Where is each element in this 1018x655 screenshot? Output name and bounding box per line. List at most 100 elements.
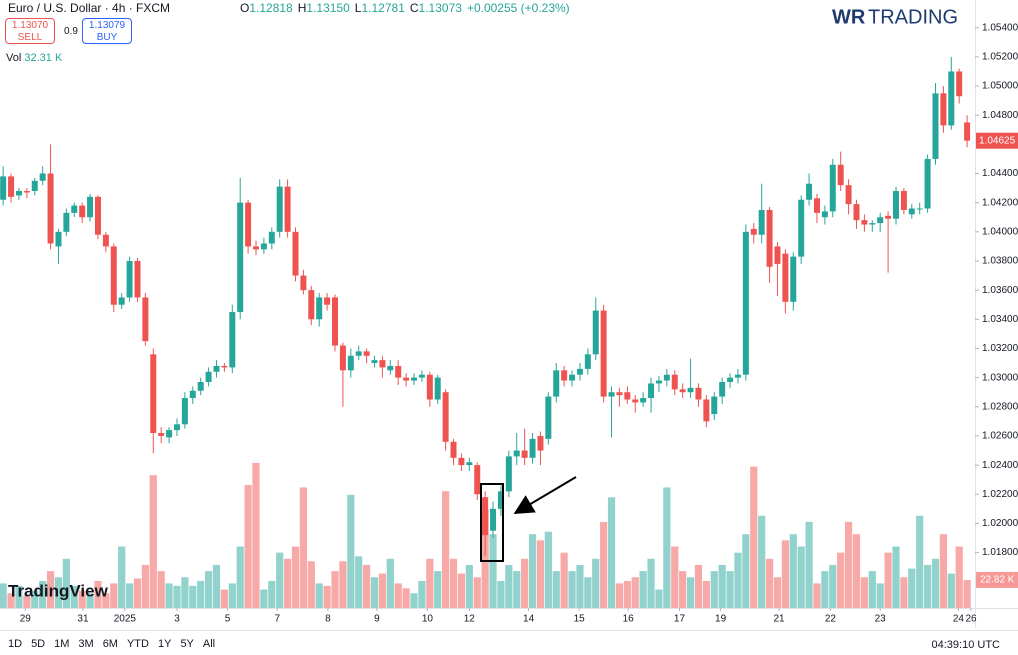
volume-bar (916, 515, 924, 608)
y-tick-label: 1.02000 (982, 518, 1018, 529)
volume-bar (837, 552, 845, 608)
candle-body (885, 215, 892, 219)
candle-body (308, 290, 315, 320)
candle-body (600, 310, 607, 397)
y-tick-label: 1.04000 (982, 226, 1018, 237)
volume-bar (860, 577, 868, 608)
volume-bar (892, 546, 900, 608)
volume-bar (789, 534, 797, 608)
candle-body (339, 345, 346, 371)
volume-bar (600, 521, 608, 608)
range-button[interactable]: All (202, 638, 216, 650)
x-tick-label: 21 (773, 614, 785, 625)
candle-body (411, 377, 418, 381)
volume-bar (212, 564, 221, 608)
volume-bar (844, 521, 853, 608)
volume-bar (426, 558, 434, 608)
x-tick-label: 23 (875, 614, 887, 625)
volume-bar (623, 580, 631, 608)
x-tick-label: 8 (325, 614, 331, 625)
range-button[interactable]: 1Y (157, 638, 172, 650)
volume-bar (418, 580, 426, 608)
last-volume-tag (976, 571, 1018, 588)
x-tick-label: 9 (374, 614, 380, 625)
candle-body (150, 354, 157, 434)
range-button[interactable]: YTD (126, 638, 149, 650)
volume-bar (710, 571, 718, 608)
y-tick-label: 1.02200 (982, 489, 1018, 500)
ohlc: O1.12818 H1.13150 L1.12781 C1.13073 +0.00255… (240, 1, 570, 15)
volume-bar (62, 558, 70, 608)
range-button[interactable]: 1D (8, 638, 23, 650)
candle-body (0, 176, 7, 200)
volume-bar (149, 475, 157, 608)
candle-body (853, 204, 860, 221)
volume-bar (481, 509, 489, 608)
sell-label: SELL (17, 32, 43, 43)
volume-bar (268, 580, 276, 608)
candle-body (766, 209, 773, 267)
candle-body (592, 310, 599, 355)
candle-body (964, 122, 971, 141)
ohlc-value: 1.13150 (306, 1, 350, 15)
volume-bar (331, 571, 339, 608)
volume-bar (157, 571, 165, 608)
candle-body (608, 392, 615, 397)
candle-body (908, 208, 915, 215)
candle-body (379, 360, 386, 368)
volume-bar (884, 552, 892, 608)
volume-legend-value: 32.31 K (24, 52, 63, 64)
range-button[interactable]: 6M (102, 638, 118, 650)
candle-body (869, 223, 876, 225)
volume-bar (615, 583, 624, 608)
candle-body (442, 392, 449, 442)
volume-bar (355, 556, 363, 608)
volume-bar (679, 571, 687, 608)
candle-body (837, 164, 844, 186)
volume-bar (536, 540, 545, 608)
x-tick-label: 29 (20, 614, 32, 625)
range-button[interactable]: 3M (78, 638, 94, 650)
volume-bar (386, 558, 394, 608)
x-tick-label: 7 (275, 614, 281, 625)
candle-body (395, 365, 402, 378)
buy-button[interactable]: 1.13079 BUY (82, 18, 132, 44)
volume-layer (0, 462, 971, 608)
range-button[interactable]: 5Y (180, 638, 194, 650)
range-toolbar: 1D 5D 1M 3M 6M YTD 1Y 5Y All (8, 638, 215, 650)
change: +0.00255 (+0.23%) (466, 1, 570, 15)
volume-bar (931, 558, 940, 608)
volume-bar (94, 580, 102, 608)
y-tick-label: 1.03000 (982, 372, 1018, 383)
range-button[interactable]: 5D (31, 638, 46, 650)
candle-body (671, 374, 678, 390)
x-tick-label: 24 (953, 614, 965, 625)
candle-body (916, 208, 923, 210)
candle-body (118, 297, 125, 305)
candle-body (900, 191, 907, 210)
candle-body (861, 220, 868, 225)
y-tick-label: 1.03400 (982, 314, 1018, 325)
candle-body (292, 231, 299, 276)
candle-body (55, 231, 62, 247)
x-tick-label: 17 (674, 614, 686, 625)
volume-bar (165, 583, 173, 608)
y-tick-label: 1.05400 (982, 22, 1018, 33)
volume-bar (7, 593, 15, 608)
candle-body (569, 374, 576, 381)
candle-body (426, 374, 433, 400)
candle-body (932, 93, 939, 159)
candle-body (924, 158, 931, 209)
y-tick-label: 1.05000 (982, 81, 1018, 92)
axis-layer: 1.01800 1.02000 1.02200 1.02400 1.02600 1.028… (20, 22, 1018, 625)
sell-button[interactable]: 1.13070 SELL (5, 18, 55, 44)
volume-bar (908, 568, 916, 608)
candle-body (750, 228, 757, 235)
volume-bar (963, 579, 971, 608)
candle-body (15, 191, 22, 196)
volume-legend-label: Vol (6, 52, 22, 64)
candle-body (695, 387, 702, 400)
range-button[interactable]: 1M (54, 638, 70, 650)
volume-bar (284, 558, 292, 608)
